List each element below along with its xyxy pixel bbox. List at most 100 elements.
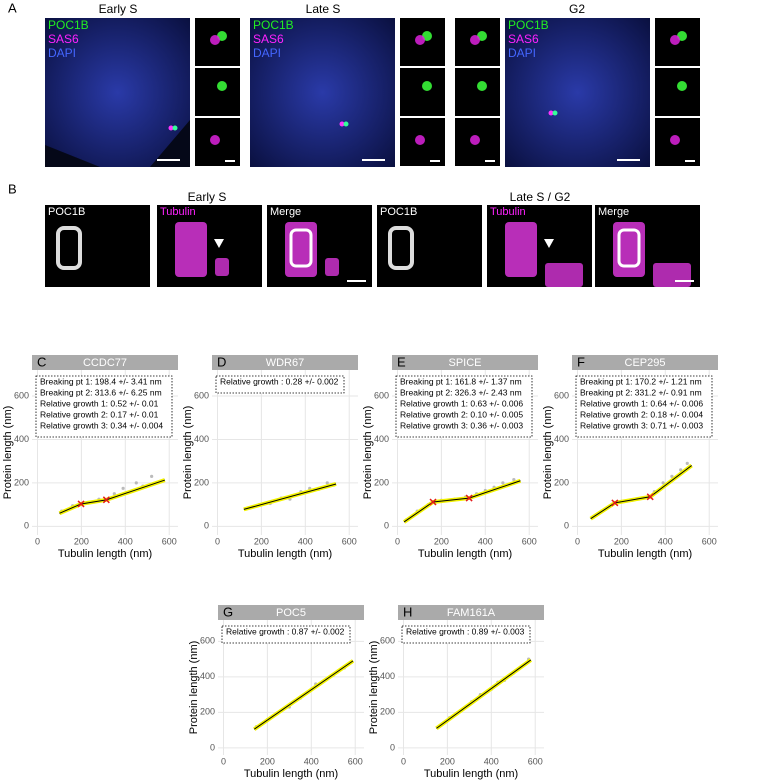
image-shadow <box>45 120 190 167</box>
spot <box>477 81 487 91</box>
group-title: Early S <box>188 190 227 204</box>
spot <box>422 81 432 91</box>
y-tick-label: 400 <box>200 671 215 681</box>
y-axis-label: Protein length (nm) <box>188 641 200 735</box>
breaking-point <box>465 494 473 502</box>
y-axis-label: Protein length (nm) <box>542 406 554 500</box>
breaking-point <box>429 498 437 506</box>
annotation: Relative growth 1: 0.63 +/- 0.006 <box>400 398 523 408</box>
x-tick-label: 200 <box>254 536 269 546</box>
inset <box>195 68 240 116</box>
y-tick-label: 200 <box>194 477 209 487</box>
point <box>325 481 329 485</box>
x-tick-label: 200 <box>614 536 629 546</box>
x-axis-label: Tubulin length (nm) <box>58 548 152 560</box>
annotation: Relative growth 1: 0.52 +/- 0.01 <box>40 398 159 408</box>
channel-legend: SAS6 <box>253 32 284 46</box>
y-tick-label: 400 <box>14 434 29 444</box>
fit-line <box>59 479 165 514</box>
fit-line <box>403 480 521 523</box>
point <box>512 478 516 482</box>
breaking-point <box>646 493 654 501</box>
signal <box>388 226 414 270</box>
signal <box>56 226 82 270</box>
x-tick-label: 400 <box>304 756 319 766</box>
spot <box>548 110 554 116</box>
arrowhead <box>214 239 224 248</box>
annotation-box <box>395 375 533 438</box>
panel-letter: D <box>217 354 226 369</box>
chart-title: POC5 <box>276 607 306 619</box>
spot <box>339 121 345 127</box>
x-axis-label: Tubulin length (nm) <box>418 548 512 560</box>
y-tick-label: 0 <box>564 521 569 531</box>
y-tick-label: 600 <box>374 390 389 400</box>
annotation-box <box>35 375 173 438</box>
y-tick-label: 400 <box>380 671 395 681</box>
spot <box>415 35 425 45</box>
chart-title: WDR67 <box>266 357 305 369</box>
x-axis-label: Tubulin length (nm) <box>244 768 338 780</box>
x-tick-label: 200 <box>440 756 455 766</box>
channel-legend: POC1B <box>48 18 89 32</box>
annotation: Breaking pt 2: 313.6 +/- 6.25 nm <box>40 387 162 397</box>
strip <box>398 605 544 620</box>
annotation-box <box>215 375 345 394</box>
x-axis-label: Tubulin length (nm) <box>238 548 332 560</box>
breaking-point <box>611 499 619 507</box>
plot-bg <box>212 370 358 535</box>
fit-line <box>590 465 692 520</box>
y-tick-label: 400 <box>554 434 569 444</box>
spot <box>670 135 680 145</box>
annotation-box <box>401 625 531 644</box>
panel-letter: E <box>397 354 406 369</box>
spot <box>343 121 349 127</box>
strip <box>218 605 364 620</box>
annotation: Relative growth : 0.28 +/- 0.002 <box>220 376 339 386</box>
chart-title: CCDC77 <box>83 357 127 369</box>
signal <box>175 222 207 277</box>
panel-letter: G <box>223 604 233 619</box>
y-axis-label: Protein length (nm) <box>2 406 14 500</box>
breaking-point <box>102 496 110 504</box>
y-tick-label: 600 <box>554 390 569 400</box>
channel-legend: SAS6 <box>508 32 539 46</box>
point <box>679 468 683 472</box>
fit-line <box>436 659 532 729</box>
spot <box>415 135 425 145</box>
y-tick-label: 600 <box>194 390 209 400</box>
panel-letter: F <box>577 354 585 369</box>
signal <box>289 228 313 268</box>
channel-label: POC1B <box>380 206 417 218</box>
spot <box>677 81 687 91</box>
annotation: Breaking pt 2: 331.2 +/- 0.91 nm <box>580 387 702 397</box>
y-axis-label: Protein length (nm) <box>182 406 194 500</box>
annotation: Relative growth : 0.89 +/- 0.003 <box>406 626 525 636</box>
annotation: Relative growth : 0.87 +/- 0.002 <box>226 626 345 636</box>
spot <box>470 35 480 45</box>
channel-legend: POC1B <box>253 18 294 32</box>
y-tick-label: 200 <box>380 707 395 717</box>
inset <box>655 68 700 116</box>
x-tick-label: 200 <box>74 536 89 546</box>
x-tick-label: 200 <box>434 536 449 546</box>
signal <box>505 222 537 277</box>
annotation: Relative growth 2: 0.10 +/- 0.005 <box>400 409 523 419</box>
column-title: Late S <box>306 2 341 16</box>
point <box>685 461 689 465</box>
y-axis-label: Protein length (nm) <box>362 406 374 500</box>
channel-label: Tubulin <box>490 206 526 218</box>
image <box>505 18 650 167</box>
inset <box>400 68 445 116</box>
annotation: Relative growth 3: 0.36 +/- 0.003 <box>400 420 523 430</box>
y-tick-label: 400 <box>194 434 209 444</box>
x-tick-label: 600 <box>348 756 363 766</box>
spot <box>210 35 220 45</box>
y-tick-label: 200 <box>200 707 215 717</box>
x-tick-label: 200 <box>260 756 275 766</box>
image <box>157 205 262 287</box>
x-tick-label: 0 <box>35 536 40 546</box>
panel-letter: C <box>37 354 46 369</box>
image <box>377 205 482 287</box>
